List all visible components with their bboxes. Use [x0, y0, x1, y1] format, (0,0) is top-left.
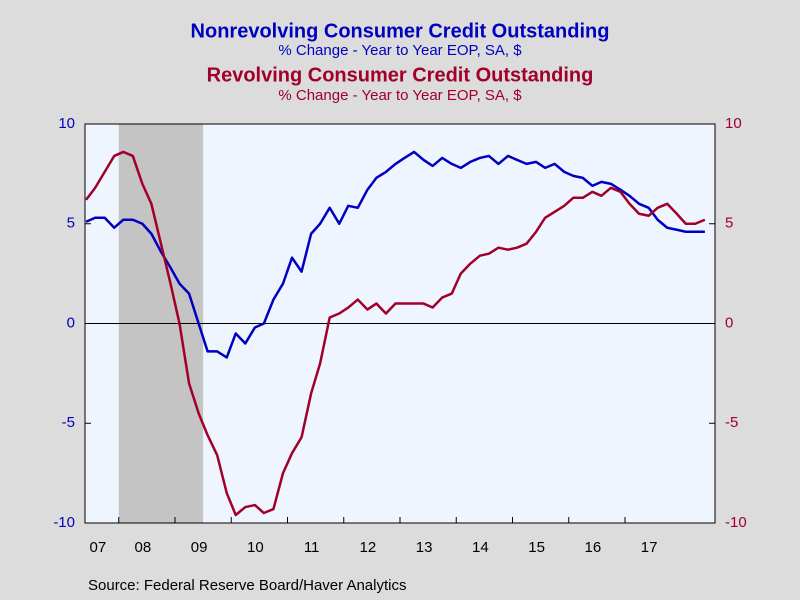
y-tick-label: -5	[62, 414, 75, 431]
x-tick-label: 13	[416, 539, 433, 556]
plot-frame	[84, 123, 716, 524]
x-tick-label: 14	[472, 539, 489, 556]
y2-tick-label: 0	[725, 314, 733, 331]
y-tick-label: -10	[53, 514, 75, 531]
series-subtitle: % Change - Year to Year EOP, SA, $	[278, 87, 522, 104]
x-tick-label: 17	[641, 539, 658, 556]
series-line	[85, 150, 706, 517]
y-tick-label: 10	[58, 115, 75, 132]
x-tick-label: 10	[247, 539, 264, 556]
x-tick-label: 12	[360, 539, 377, 556]
series-line	[85, 150, 705, 359]
series-subtitle: % Change - Year to Year EOP, SA, $	[278, 42, 522, 59]
y2-tick-label: 10	[725, 115, 742, 132]
x-tick-label: 07	[90, 539, 107, 556]
x-tick-label: 11	[304, 539, 320, 556]
x-tick-label: 16	[585, 539, 602, 556]
y2-tick-label: -5	[725, 414, 738, 431]
x-tick-label: 15	[528, 539, 545, 556]
y-tick-label: 0	[67, 314, 75, 331]
x-tick-label: 09	[191, 539, 208, 556]
source-note: Source: Federal Reserve Board/Haver Anal…	[88, 577, 406, 594]
y2-tick-label: 5	[725, 215, 733, 232]
y2-tick-label: -10	[725, 514, 747, 531]
series-title: Revolving Consumer Credit Outstanding	[207, 64, 594, 86]
y-tick-label: 5	[67, 215, 75, 232]
series-title: Nonrevolving Consumer Credit Outstanding	[191, 20, 610, 42]
x-tick-label: 08	[135, 539, 152, 556]
